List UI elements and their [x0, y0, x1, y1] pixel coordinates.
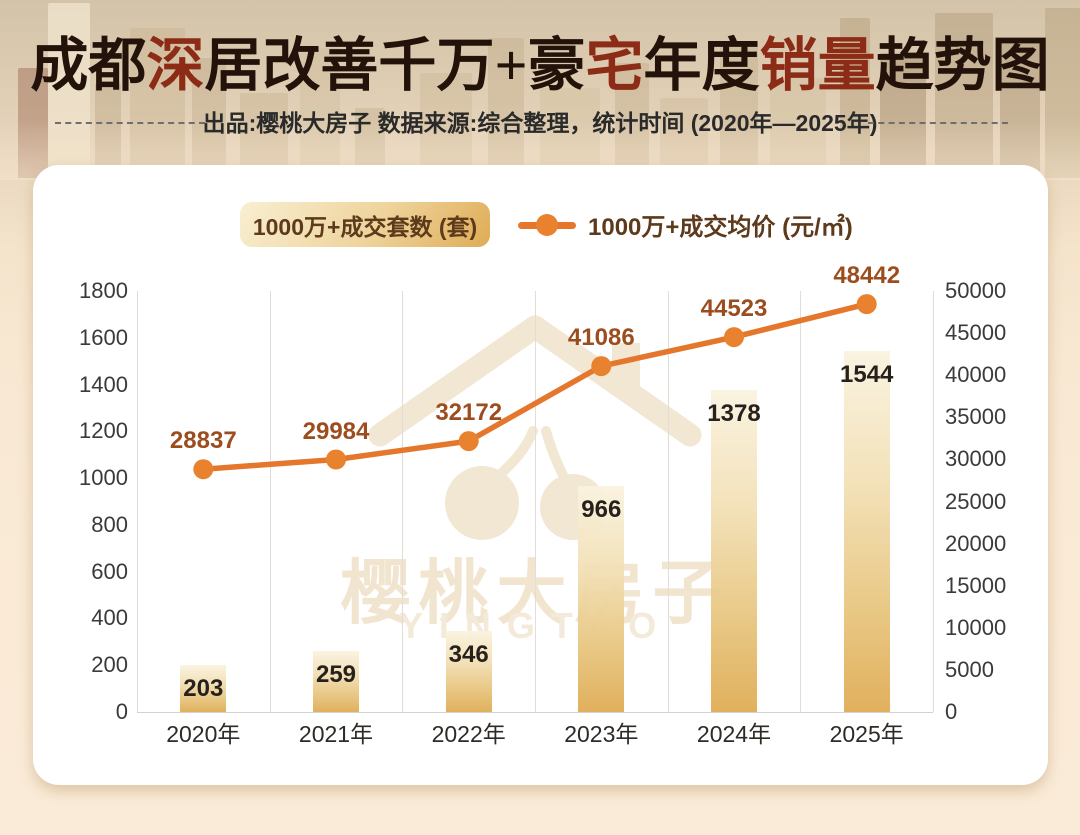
bar — [313, 651, 359, 712]
subtitle-text: 出品:樱桃大房子 数据来源:综合整理，统计时间 (2020年—2025年) — [202, 110, 878, 136]
title-char: 善 — [320, 33, 379, 98]
category-gridline — [933, 291, 934, 712]
y-axis-label-right: 50000 — [945, 278, 1007, 303]
x-axis-label: 2025年 — [829, 721, 904, 747]
line-marker-icon — [518, 213, 576, 236]
y-axis-label-right: 45000 — [945, 320, 1007, 346]
category-gridline — [269, 291, 271, 712]
bar-value-label: 966 — [581, 496, 622, 524]
line-point — [458, 431, 479, 452]
bar — [578, 486, 625, 712]
title-char: + — [494, 33, 528, 98]
y-axis-label-left: 1800 — [79, 278, 128, 303]
category-gridline — [137, 291, 138, 712]
x-axis-label: 2023年 — [564, 721, 639, 747]
y-axis-label-right: 20000 — [945, 530, 1007, 556]
title-char: 深 — [146, 33, 205, 98]
subtitle-dash-right — [868, 122, 1008, 124]
legend-bar-label: 1000万+成交套数 (套) — [252, 213, 478, 240]
line-point — [193, 459, 214, 480]
title-char: 都 — [88, 33, 147, 98]
bar — [843, 350, 890, 712]
category-gridline — [402, 291, 404, 712]
y-axis-label-left: 800 — [91, 511, 128, 537]
legend-line-label: 1000万+成交均价 (元/㎡) — [588, 214, 853, 241]
bar-value-label: 1378 — [707, 399, 761, 427]
x-axis-label: 2021年 — [298, 721, 374, 747]
title-char: 销 — [759, 33, 818, 98]
price-line-layer — [193, 294, 877, 480]
line-value-label: 44523 — [700, 295, 768, 323]
title-char: 趋 — [875, 33, 934, 98]
y-axis-label-right: 30000 — [945, 446, 1007, 472]
legend-bar-series: 1000万+成交套数 (套) — [240, 202, 490, 247]
line-value-label: 28837 — [169, 427, 237, 455]
category-gridline — [667, 291, 669, 712]
line-value-label: 41086 — [567, 324, 635, 352]
legend-line-series: 1000万+成交均价 (元/㎡) — [518, 202, 853, 247]
line-point — [591, 356, 612, 377]
chart-card: 1000万+成交套数 (套) 1000万+成交均价 (元/㎡) 樱桃大房子 YI… — [33, 165, 1048, 785]
line-point — [326, 449, 346, 470]
bar-value-label: 203 — [183, 674, 224, 702]
title-char: 图 — [991, 33, 1050, 98]
category-gridline — [535, 291, 536, 712]
title-char: 居 — [204, 33, 263, 98]
title-char: 改 — [262, 33, 321, 98]
y-axis-label-left: 1200 — [79, 418, 128, 444]
title-char: 势 — [933, 33, 992, 98]
line-marker-dot — [536, 213, 558, 236]
page-title: 成都深居改善千万+豪宅年度销量趋势图 — [0, 30, 1080, 102]
bar-value-label: 1544 — [839, 360, 894, 388]
x-axis-label: 2022年 — [431, 721, 506, 747]
watermark-text-cn: 樱桃大房子 — [340, 554, 731, 632]
y-axis-label-right: 5000 — [945, 656, 994, 682]
title-char: 万 — [436, 33, 495, 98]
y-axis-label-right: 25000 — [945, 488, 1007, 514]
bar — [711, 389, 757, 712]
x-axis-label: 2020年 — [166, 721, 241, 747]
bar-value-label: 346 — [448, 641, 489, 669]
category-gridline — [800, 291, 802, 712]
bar-value-label: 259 — [315, 661, 357, 689]
title-char: 宅 — [585, 33, 644, 98]
y-axis-label-right: 10000 — [945, 614, 1007, 640]
title-char: 豪 — [527, 33, 586, 98]
y-axis-label-left: 1400 — [79, 371, 128, 397]
x-axis-baseline — [137, 712, 933, 713]
title-char: 年 — [643, 33, 702, 98]
line-value-label: 48442 — [833, 262, 901, 290]
y-axis-label-right: 35000 — [945, 404, 1007, 430]
subtitle-dash-left — [55, 122, 205, 124]
y-axis-label-right: 0 — [945, 699, 958, 724]
bar — [445, 631, 492, 712]
price-line — [200, 301, 870, 472]
line-value-label: 29984 — [302, 417, 370, 445]
x-axis-label: 2024年 — [696, 721, 772, 747]
y-axis-label-left: 200 — [91, 652, 128, 678]
y-axis-label-left: 1600 — [79, 324, 128, 350]
title-char: 度 — [701, 33, 760, 98]
y-axis-label-right: 15000 — [945, 572, 1007, 598]
y-axis-label-left: 600 — [91, 558, 128, 584]
line-point — [724, 327, 744, 348]
title-char: 量 — [817, 33, 876, 98]
line-point — [856, 294, 877, 315]
subtitle-row: 出品:樱桃大房子 数据来源:综合整理，统计时间 (2020年—2025年) — [0, 108, 1080, 138]
y-axis-label-right: 40000 — [945, 362, 1007, 388]
y-axis-label-left: 400 — [91, 605, 128, 631]
y-axis-label-left: 0 — [115, 699, 128, 724]
line-value-label: 32172 — [435, 399, 503, 427]
bar — [180, 664, 227, 712]
title-char: 千 — [378, 33, 437, 98]
title-char: 成 — [30, 33, 89, 98]
y-axis-label-left: 1000 — [79, 465, 128, 491]
